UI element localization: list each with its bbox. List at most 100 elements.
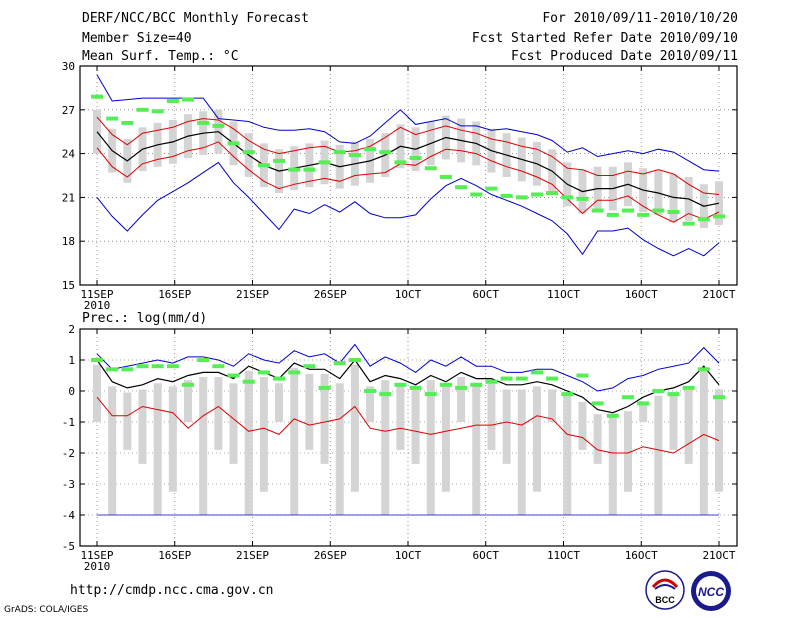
observed-mark [364,389,377,393]
spread-box [669,174,678,223]
spread-box [168,386,177,492]
observed-mark [333,361,346,366]
x-tick-label: 16SEP [158,549,191,562]
observed-mark [455,185,468,190]
x-tick-label: 21OCT [702,549,735,562]
y-tick-label: -1 [62,416,75,429]
observed-mark [439,174,452,179]
observed-mark [591,401,604,406]
observed-mark [591,208,604,213]
ncc-logo-text: NCC [698,585,724,599]
observed-mark [682,221,695,226]
spread-box [502,389,511,464]
spread-box [153,383,162,515]
spread-box [396,383,405,450]
x-tick-label: 11SEP [80,549,113,562]
observed-mark [166,364,179,369]
observed-mark [227,373,240,378]
observed-mark [500,376,513,381]
spread-box [290,367,299,515]
x-year-label: 2010 [84,560,111,573]
observed-mark [485,379,498,384]
spread-box [669,392,678,450]
spread-box [517,389,526,515]
observed-mark [106,116,119,121]
x-tick-label: 6OCT [473,549,500,562]
observed-mark [606,212,619,217]
observed-mark [409,155,422,160]
spread-box [684,386,693,464]
observed-mark [257,163,270,168]
spread-box [350,364,359,492]
spread-box [548,389,557,422]
series-ensemble-mean-line [96,359,720,414]
spread-box [532,386,541,492]
observed-mark [333,150,346,155]
observed-mark [652,208,665,213]
x-year-label: 2010 [84,299,111,312]
spread-box [366,386,375,422]
spread-box [381,380,390,515]
x-tick-label: 16OCT [625,549,658,562]
series-spread-lower-line [96,141,720,223]
series-ensemble-mean-line [96,131,720,207]
y-tick-label: -4 [62,509,76,522]
x-tick-label: 11SEP [80,288,113,301]
observed-mark [288,370,301,375]
spread-box [654,169,663,215]
observed-mark [621,208,634,213]
observed-mark [713,395,725,400]
x-tick-label: 1OCT [395,288,422,301]
series-ensemble-min-line [96,396,720,454]
y-tick-label: 2 [68,323,75,336]
observed-mark [348,358,361,362]
observed-mark [470,382,483,387]
x-tick-label: 11OCT [547,549,580,562]
spread-box [411,389,420,464]
bcc-logo-text: BCC [655,595,675,605]
observed-mark [697,217,710,222]
observed-mark [379,392,392,397]
observed-mark [273,158,286,163]
observed-mark [485,186,498,191]
observed-mark [227,141,240,146]
spread-box [335,383,344,515]
spread-box [214,377,223,450]
series-ensemble-min-line [96,161,720,257]
observed-mark [242,150,255,155]
forecast-period: For 2010/09/11-2010/10/20 [542,11,738,26]
observed-mark [500,193,513,198]
spread-box [93,364,101,422]
spread-box [593,414,602,464]
observed-mark [257,370,270,375]
observed-mark [455,385,468,390]
spread-box [639,401,648,422]
chart-title: DERF/NCC/BCC Monthly Forecast [82,11,309,26]
x-tick-label: 1OCT [395,549,422,562]
observed-mark [151,364,164,369]
variable-label: Mean Surf. Temp.: °C [82,49,239,64]
observed-mark [212,364,225,369]
observed-mark [364,147,377,152]
panel-precipitation: -5 -4 -3 -2 -1 0 1 2 11SEP 16SEP 21SEP 26SEP 1OCT 6OC… [62,323,738,573]
series-spread-upper-line [96,116,720,195]
fcst-produced-date: Fcst Produced Date 2010/09/11 [511,49,738,64]
spread-box [563,395,572,515]
y-tick-label: 30 [62,60,75,73]
spread-box [229,383,238,464]
spread-box [305,373,314,450]
observed-mark [621,395,634,400]
observed-mark [394,382,407,387]
observed-mark [182,97,195,102]
y-tick-label: -3 [62,478,75,491]
site-url[interactable]: http://cmdp.ncc.cma.gov.cn [70,583,274,598]
observed-mark [197,358,210,362]
spread-box [275,383,284,422]
observed-mark [530,370,543,375]
observed-mark [637,401,650,406]
spread-box [244,370,253,515]
observed-mark [561,195,574,200]
spread-box [259,377,268,492]
spread-box [623,411,632,492]
